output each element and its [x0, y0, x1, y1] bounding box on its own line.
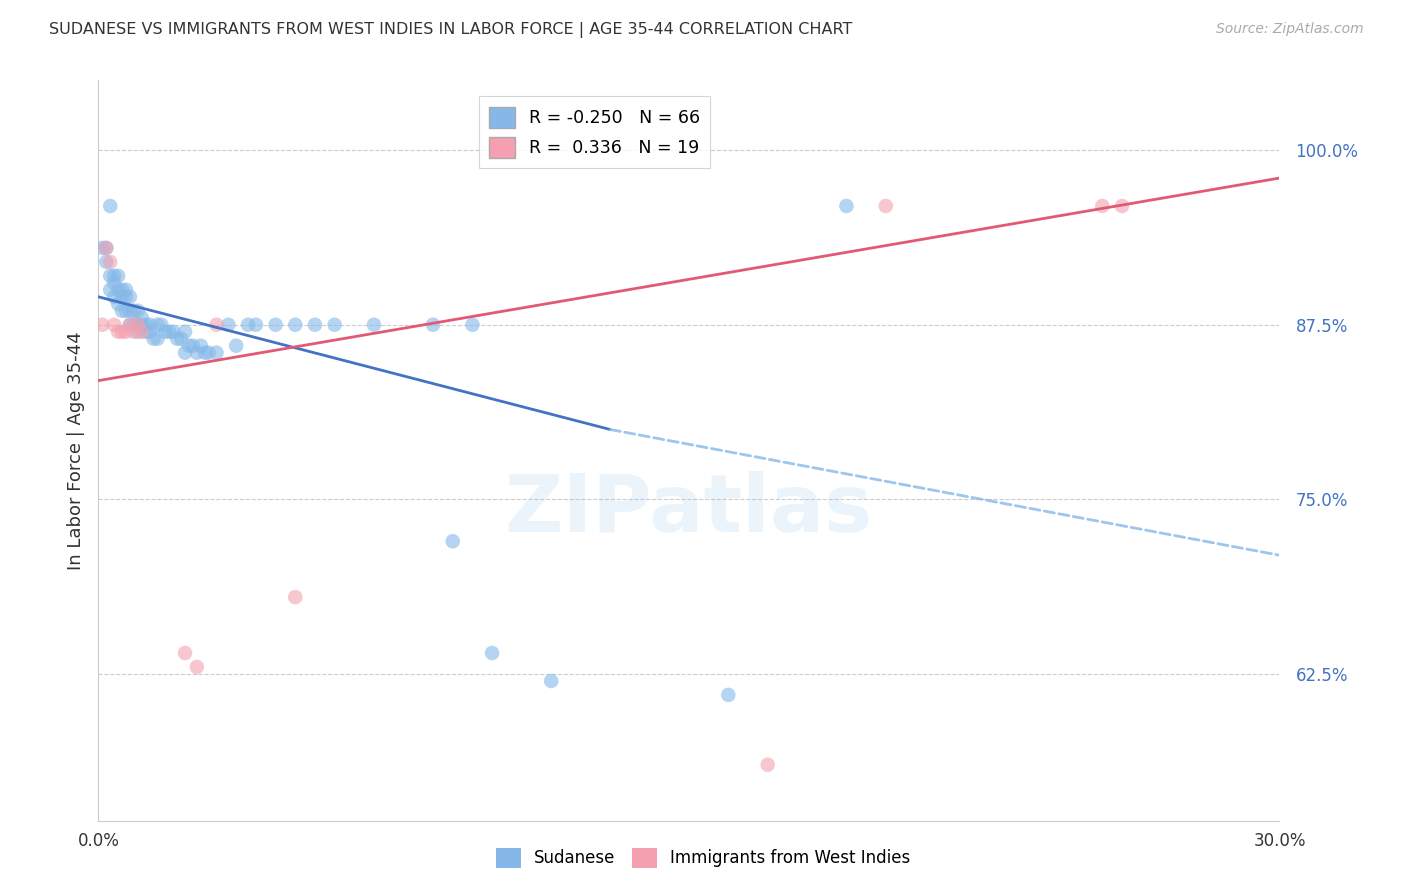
- Point: [115, 303, 138, 318]
- Point: [107, 325, 129, 339]
- Point: [181, 339, 204, 353]
- Point: [150, 318, 173, 332]
- Text: SUDANESE VS IMMIGRANTS FROM WEST INDIES IN LABOR FORCE | AGE 35-44 CORRELATION C: SUDANESE VS IMMIGRANTS FROM WEST INDIES …: [49, 22, 852, 38]
- Point: [756, 757, 779, 772]
- Legend: R = -0.250   N = 66, R =  0.336   N = 19: R = -0.250 N = 66, R = 0.336 N = 19: [478, 96, 710, 169]
- Text: ZIPatlas: ZIPatlas: [505, 471, 873, 549]
- Point: [91, 241, 114, 255]
- Point: [284, 590, 307, 604]
- Point: [441, 534, 464, 549]
- Point: [98, 268, 121, 283]
- Point: [422, 318, 444, 332]
- Point: [205, 318, 228, 332]
- Point: [103, 268, 125, 283]
- Point: [1091, 199, 1114, 213]
- Point: [146, 332, 169, 346]
- Point: [98, 255, 121, 269]
- Point: [115, 325, 138, 339]
- Point: [107, 268, 129, 283]
- Point: [107, 283, 129, 297]
- Point: [197, 345, 219, 359]
- Point: [118, 290, 141, 304]
- Point: [111, 303, 134, 318]
- Point: [103, 318, 125, 332]
- Point: [115, 290, 138, 304]
- Point: [155, 325, 177, 339]
- Point: [118, 318, 141, 332]
- Point: [98, 199, 121, 213]
- Point: [1111, 199, 1133, 213]
- Point: [323, 318, 346, 332]
- Point: [118, 318, 141, 332]
- Point: [142, 332, 165, 346]
- Point: [122, 303, 145, 318]
- Point: [194, 345, 217, 359]
- Legend: Sudanese, Immigrants from West Indies: Sudanese, Immigrants from West Indies: [489, 841, 917, 875]
- Point: [264, 318, 287, 332]
- Point: [481, 646, 503, 660]
- Point: [186, 660, 208, 674]
- Point: [717, 688, 740, 702]
- Point: [146, 318, 169, 332]
- Point: [111, 283, 134, 297]
- Point: [540, 673, 562, 688]
- Point: [135, 325, 157, 339]
- Point: [166, 332, 188, 346]
- Point: [118, 303, 141, 318]
- Point: [122, 318, 145, 332]
- Point: [127, 303, 149, 318]
- Point: [186, 345, 208, 359]
- Point: [177, 339, 200, 353]
- Point: [245, 318, 267, 332]
- Point: [98, 283, 121, 297]
- Point: [127, 325, 149, 339]
- Point: [138, 325, 160, 339]
- Point: [107, 297, 129, 311]
- Point: [96, 255, 118, 269]
- Point: [135, 318, 157, 332]
- Point: [363, 318, 385, 332]
- Point: [127, 318, 149, 332]
- Point: [875, 199, 897, 213]
- Point: [91, 318, 114, 332]
- Point: [284, 318, 307, 332]
- Point: [835, 199, 858, 213]
- Point: [205, 345, 228, 359]
- Point: [103, 276, 125, 290]
- Point: [96, 241, 118, 255]
- Point: [131, 318, 153, 332]
- Point: [103, 290, 125, 304]
- Point: [236, 318, 259, 332]
- Point: [157, 325, 180, 339]
- Point: [170, 332, 193, 346]
- Point: [111, 325, 134, 339]
- Point: [461, 318, 484, 332]
- Point: [190, 339, 212, 353]
- Point: [138, 318, 160, 332]
- Point: [115, 283, 138, 297]
- Text: Source: ZipAtlas.com: Source: ZipAtlas.com: [1216, 22, 1364, 37]
- Point: [225, 339, 247, 353]
- Point: [111, 290, 134, 304]
- Point: [96, 241, 118, 255]
- Point: [174, 646, 197, 660]
- Point: [174, 325, 197, 339]
- Point: [217, 318, 239, 332]
- Point: [304, 318, 326, 332]
- Point: [122, 325, 145, 339]
- Point: [174, 345, 197, 359]
- Point: [131, 310, 153, 325]
- Point: [162, 325, 184, 339]
- Point: [127, 318, 149, 332]
- Point: [131, 325, 153, 339]
- Y-axis label: In Labor Force | Age 35-44: In Labor Force | Age 35-44: [66, 331, 84, 570]
